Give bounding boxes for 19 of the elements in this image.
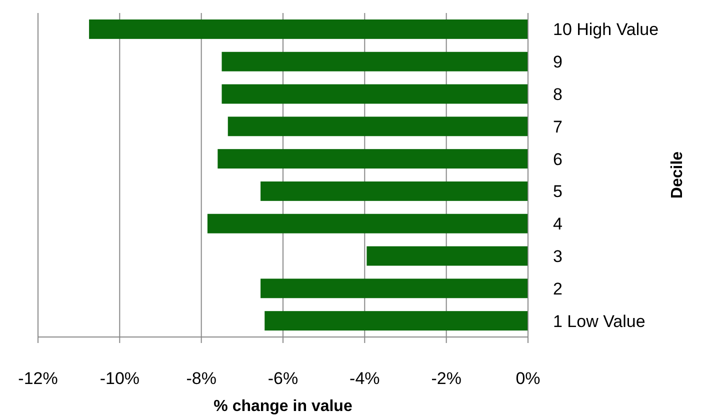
- y-tick-label: 1 Low Value: [553, 312, 646, 331]
- y-tick-label: 3: [553, 246, 562, 266]
- y-tick-label: 2: [553, 279, 562, 298]
- y-tick-label: 4: [553, 214, 562, 234]
- x-tick-label: 0%: [516, 369, 540, 388]
- x-tick-label: -2%: [431, 369, 462, 388]
- x-tick-label: -6%: [268, 369, 298, 388]
- x-axis-title: % change in value: [214, 398, 352, 415]
- x-tick-label: -12%: [18, 369, 58, 388]
- y-tick-label: 8: [553, 84, 562, 104]
- y-tick-label: 7: [553, 117, 562, 136]
- y-tick-label: 5: [553, 182, 562, 202]
- x-tick-label: -10%: [100, 369, 140, 388]
- y-axis-title: Decile: [669, 151, 686, 199]
- x-tick-label: -8%: [186, 369, 216, 388]
- x-tick-label: -4%: [350, 369, 380, 388]
- y-tick-label: 9: [553, 52, 562, 72]
- y-tick-label: 6: [553, 150, 562, 169]
- y-tick-label: 10 High Value: [553, 20, 659, 40]
